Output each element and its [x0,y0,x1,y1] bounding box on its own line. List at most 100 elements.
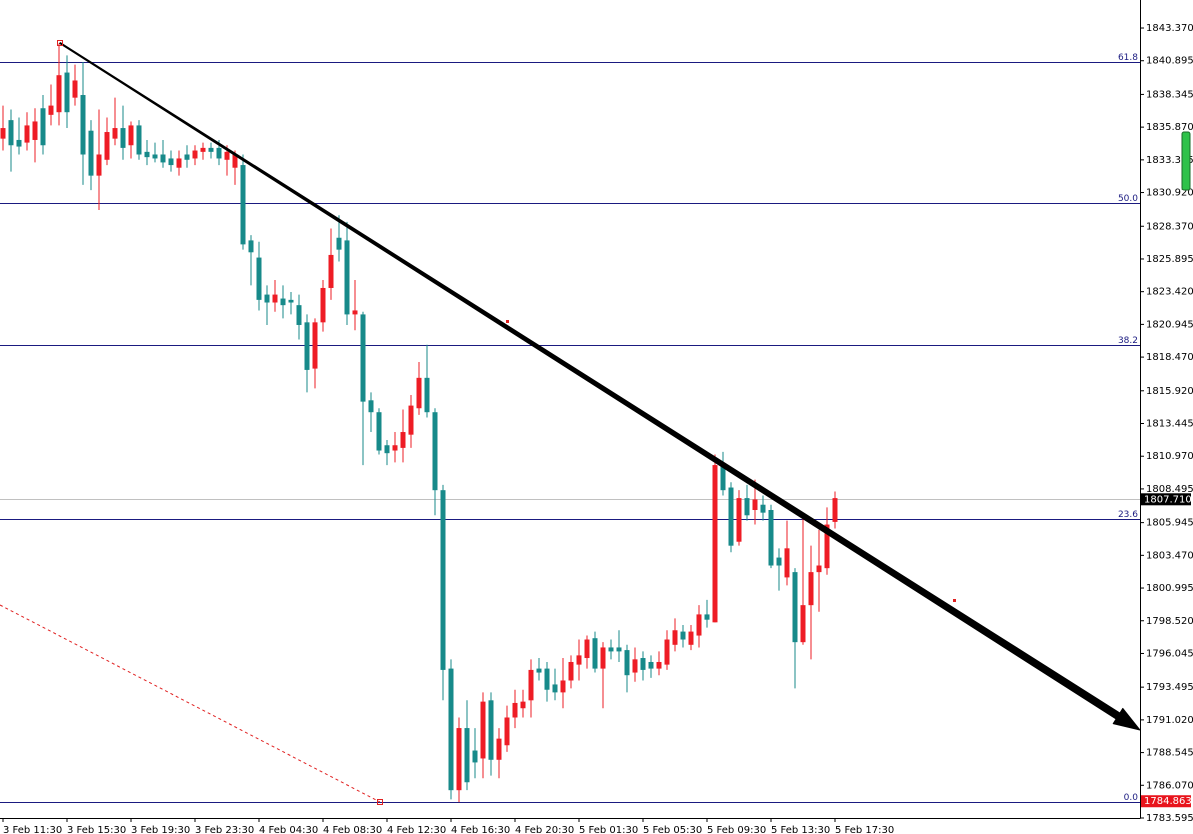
candle-body [240,165,246,245]
candle-body [600,647,606,669]
current-price-label: 1807.710 [1144,494,1192,505]
candle-body [224,151,230,160]
candle-body [456,728,462,791]
level-label: 50.0 [1118,194,1138,204]
candle-body [96,154,102,176]
x-tick-label: 4 Feb 20:30 [515,825,574,834]
candle-body [208,147,214,152]
candle-body [776,557,782,566]
candle-body [824,524,830,569]
y-tick-label: 1833.395 [1146,155,1193,166]
y-tick-label: 1803.470 [1146,550,1193,561]
levels-layer: 61.8 50.0 38.2 23.6 0.0 [0,53,1140,803]
current-price-box [1141,493,1191,506]
x-tick-label: 4 Feb 12:30 [387,825,446,834]
candle-body [792,572,798,643]
candle-body [552,684,558,693]
candle-body [80,95,86,155]
candle-body [480,701,486,759]
candle-body [800,605,806,643]
candle-body [0,128,6,139]
candles-layer [0,43,838,803]
candle-body [568,661,574,681]
level-label: 0.0 [1124,793,1139,803]
candle-body [712,465,718,623]
dashed-anchor[interactable] [377,799,383,805]
candle-body [392,445,398,451]
y-tick-label: 1825.895 [1146,254,1193,265]
x-tick-label: 4 Feb 04:30 [259,825,318,834]
candle-body [88,130,94,176]
level-label: 23.6 [1118,510,1138,520]
candle-body [440,490,446,670]
y-tick-label: 1798.520 [1146,616,1193,627]
candle-body [280,298,286,306]
candle-body [112,128,118,139]
candle-body [120,128,126,148]
candle-body [744,498,750,516]
y-tick-label: 1838.345 [1146,89,1193,100]
candle-body [400,432,406,448]
candle-body [760,504,766,513]
y-tick-label: 1791.020 [1146,715,1193,726]
candle-body [40,108,46,146]
y-tick-label: 1828.370 [1146,221,1193,232]
candle-body [816,565,822,573]
candle-body [56,75,62,113]
candle-body [16,139,22,147]
x-tick-label: 3 Feb 11:30 [3,825,62,834]
candle-body [688,631,694,645]
candle-body [264,294,270,303]
candle-body [248,240,254,253]
y-tick-label: 1808.495 [1146,484,1193,495]
candle-body [32,121,38,140]
candle-body [704,614,710,620]
candle-body [256,257,262,300]
candle-body [344,240,350,315]
candle-body [608,647,614,652]
trend-handle[interactable] [953,599,956,602]
trend-arrow[interactable] [59,42,1141,731]
candle-body [416,377,422,409]
candle-body [424,377,430,413]
x-tick-label: 5 Feb 17:30 [835,825,894,834]
candle-body [576,655,582,665]
candle-body [648,661,654,669]
y-tick-label: 1820.945 [1146,319,1193,330]
candle-body [328,254,334,288]
y-tick-label: 1796.045 [1146,648,1193,659]
candle-body [360,314,366,402]
candle-body [408,405,414,435]
candle-body [488,700,494,760]
trend-anchor[interactable] [57,40,63,46]
candle-body [104,132,110,160]
x-tick-label: 5 Feb 13:30 [771,825,830,834]
y-tick-label: 1788.545 [1146,748,1193,759]
candle-body [768,510,774,566]
x-tick-label: 3 Feb 15:30 [67,825,126,834]
y-tick-label: 1805.945 [1146,518,1193,529]
candle-body [680,631,686,640]
candle-body [72,80,78,98]
candle-body [504,717,510,746]
candle-body [520,701,526,709]
candle-body [832,498,838,522]
candle-body [272,294,278,303]
candle-body [184,154,190,160]
scroll-indicator[interactable] [1181,131,1191,191]
candle-body [656,661,662,669]
trend-handle[interactable] [506,320,509,323]
x-tick-label: 5 Feb 01:30 [579,825,638,834]
candle-body [432,412,438,491]
y-tick-label: 1810.970 [1146,451,1193,462]
level-label: 61.8 [1118,53,1138,63]
y-tick-label: 1830.920 [1146,188,1193,199]
y-tick-label: 1800.995 [1146,583,1193,594]
candle-body [136,125,142,155]
candle-body [536,668,542,673]
dashed-line [0,604,381,803]
candle-body [192,150,198,159]
